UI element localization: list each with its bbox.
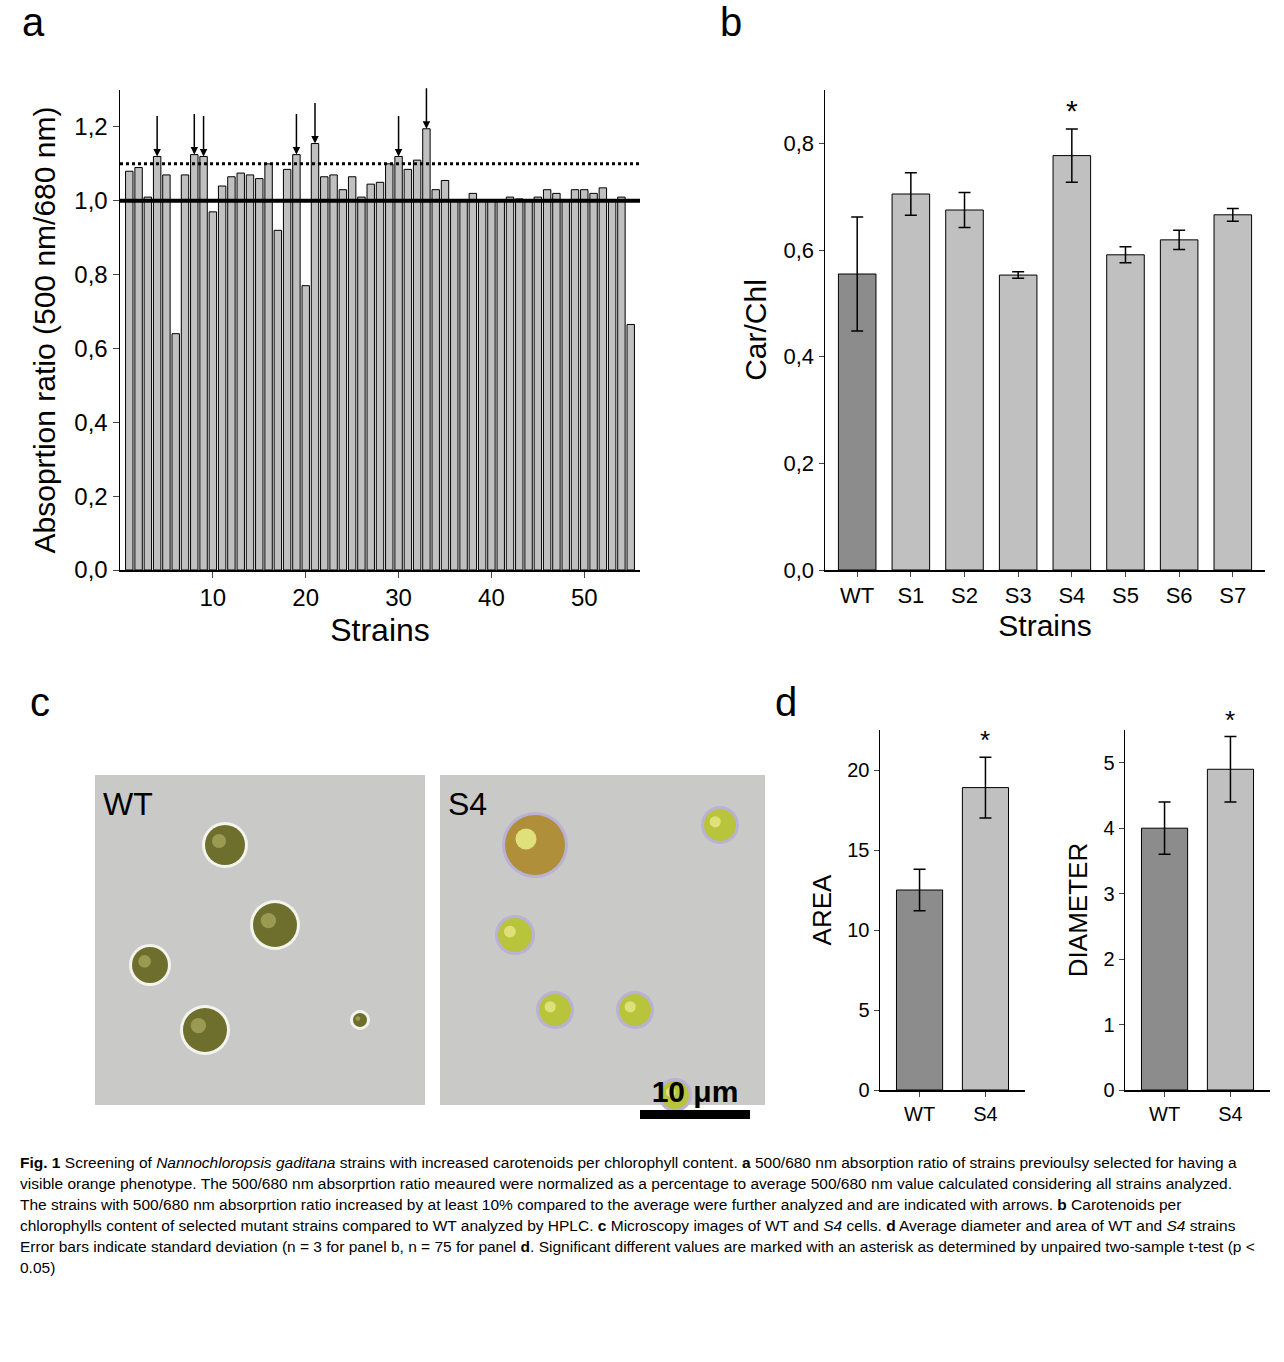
svg-text:Absoprtion ratio (500 nm/680 n: Absoprtion ratio (500 nm/680 nm) xyxy=(28,107,61,554)
svg-text:S1: S1 xyxy=(897,583,924,608)
svg-text:20: 20 xyxy=(292,584,319,611)
svg-text:S4: S4 xyxy=(973,1103,997,1125)
svg-text:30: 30 xyxy=(385,584,412,611)
svg-text:0,6: 0,6 xyxy=(784,238,815,263)
svg-text:*: * xyxy=(1225,705,1235,735)
svg-text:0,0: 0,0 xyxy=(784,558,815,583)
html-text:a: a xyxy=(22,0,45,44)
svg-text:15: 15 xyxy=(847,839,869,861)
svg-text:0: 0 xyxy=(858,1079,869,1101)
svg-text:0,4: 0,4 xyxy=(784,344,815,369)
svg-text:S3: S3 xyxy=(1005,583,1032,608)
svg-text:4: 4 xyxy=(1103,817,1114,839)
html-text:d: d xyxy=(775,680,798,724)
svg-text:DIAMETER: DIAMETER xyxy=(1063,843,1093,977)
svg-text:0: 0 xyxy=(1103,1079,1114,1101)
svg-text:10: 10 xyxy=(847,919,869,941)
svg-text:0,2: 0,2 xyxy=(74,483,107,510)
svg-text:0,6: 0,6 xyxy=(74,335,107,362)
svg-text:0,4: 0,4 xyxy=(74,409,107,436)
svg-text:5: 5 xyxy=(858,999,869,1021)
svg-text:WT: WT xyxy=(840,583,874,608)
svg-text:10 μm: 10 μm xyxy=(652,1075,739,1108)
svg-text:10: 10 xyxy=(200,584,227,611)
svg-text:1,2: 1,2 xyxy=(74,113,107,140)
svg-text:S4: S4 xyxy=(1218,1103,1242,1125)
svg-text:S6: S6 xyxy=(1166,583,1193,608)
svg-text:WT: WT xyxy=(1149,1103,1180,1125)
svg-text:5: 5 xyxy=(1103,752,1114,774)
html-text:c: c xyxy=(30,680,50,724)
svg-text:40: 40 xyxy=(478,584,505,611)
svg-text:S7: S7 xyxy=(1219,583,1246,608)
html-text:b: b xyxy=(720,0,743,44)
svg-text:1: 1 xyxy=(1103,1014,1114,1036)
svg-text:50: 50 xyxy=(571,584,598,611)
svg-text:S2: S2 xyxy=(951,583,978,608)
svg-text:S4: S4 xyxy=(448,786,487,822)
svg-text:WT: WT xyxy=(103,786,153,822)
svg-text:AREA: AREA xyxy=(807,874,837,945)
svg-text:0,8: 0,8 xyxy=(784,131,815,156)
svg-text:*: * xyxy=(1066,94,1078,127)
svg-text:20: 20 xyxy=(847,759,869,781)
svg-text:0,2: 0,2 xyxy=(784,451,815,476)
svg-text:Strains: Strains xyxy=(330,612,430,648)
svg-text:0,0: 0,0 xyxy=(74,556,107,583)
svg-text:2: 2 xyxy=(1103,948,1114,970)
svg-text:S5: S5 xyxy=(1112,583,1139,608)
svg-text:*: * xyxy=(980,725,990,755)
svg-text:1,0: 1,0 xyxy=(74,187,107,214)
svg-text:Strains: Strains xyxy=(998,609,1091,642)
html-text:Fig. 1 Screening of Nannochlor: Fig. 1 Screening of Nannochloropsis gadi… xyxy=(20,1154,1255,1276)
svg-text:Car/Chl: Car/Chl xyxy=(739,279,772,381)
svg-text:0,8: 0,8 xyxy=(74,261,107,288)
svg-text:WT: WT xyxy=(904,1103,935,1125)
svg-text:S4: S4 xyxy=(1058,583,1085,608)
svg-text:3: 3 xyxy=(1103,883,1114,905)
